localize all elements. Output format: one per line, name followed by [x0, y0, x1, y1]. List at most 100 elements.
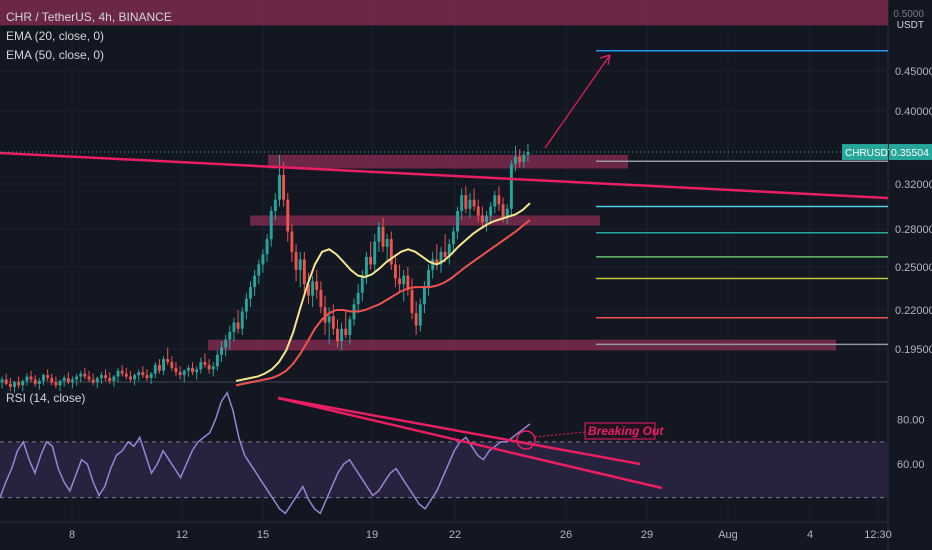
candle-body [464, 195, 468, 209]
candle-body [116, 370, 120, 377]
candle-body [79, 373, 83, 377]
candle-body [108, 378, 112, 381]
candle-body [456, 211, 459, 232]
time-tick-label: 15 [257, 529, 269, 541]
candle-body [33, 379, 37, 384]
symbol-title: CHR / TetherUS, 4h, BINANCE [6, 10, 172, 24]
candle-body [133, 375, 137, 380]
price-tick-label: 0.40000 [895, 106, 932, 118]
candle-body [518, 156, 522, 163]
candle-body [21, 380, 25, 386]
candle-body [124, 373, 128, 377]
candle-body [468, 199, 472, 209]
candle-body [385, 239, 389, 247]
candle-body [54, 382, 58, 386]
candle-body [402, 275, 406, 285]
price-badge-value: 0.35504 [891, 147, 929, 159]
rsi-band [0, 441, 888, 498]
candle-body [480, 215, 484, 223]
arrow-head-icon [599, 54, 611, 66]
candle-body [418, 304, 422, 326]
price-tick-label: 0.45000 [895, 66, 932, 78]
candle-body [261, 254, 265, 265]
candle-body [95, 378, 99, 383]
candle-body [406, 275, 410, 290]
candle-body [273, 199, 277, 211]
candle-body [157, 364, 161, 371]
candle-body [191, 367, 194, 373]
candle-body [253, 275, 257, 288]
candle-body [348, 319, 352, 335]
candle-body [207, 364, 211, 370]
candle-body [240, 311, 244, 329]
candle-body [427, 269, 431, 288]
candle-body [302, 259, 306, 285]
candle-body [0, 379, 4, 383]
candle-body [220, 347, 223, 355]
candle-body [87, 376, 91, 380]
candle-body [522, 154, 526, 163]
candle-body [460, 195, 464, 211]
candle-body [141, 372, 145, 376]
candle-body [269, 211, 273, 240]
candle-body [443, 251, 447, 257]
candle-body [17, 382, 21, 386]
candle-body [410, 289, 414, 314]
candle-body [232, 322, 236, 332]
candle-body [170, 362, 174, 368]
candle-body [149, 373, 153, 378]
candle-body [327, 316, 331, 323]
candle-body [307, 284, 310, 296]
candle-body [58, 380, 62, 386]
candle-body [398, 278, 402, 285]
candle-body [112, 376, 116, 381]
supply-zone [268, 154, 628, 169]
unit-top-tick: 0.5000 [893, 9, 924, 20]
time-tick-label: 26 [560, 529, 572, 541]
candle-body [120, 370, 124, 374]
candle-body [282, 174, 286, 200]
candle-body [257, 264, 261, 276]
candle-body [431, 259, 435, 270]
supply-zone [0, 0, 888, 26]
ema20-line [235, 202, 531, 382]
candle-body [91, 379, 95, 383]
rsi-tick-label: 80.00 [897, 415, 925, 427]
time-tick-label: 22 [449, 529, 461, 541]
candle-body [145, 375, 149, 378]
candle-body [323, 307, 327, 323]
candle-body [315, 281, 319, 290]
annotation-connector [534, 431, 586, 438]
candle-body [62, 378, 66, 381]
candle-body [414, 313, 418, 326]
candle-body [46, 375, 50, 378]
supply-zone [208, 339, 836, 351]
candle-body [13, 382, 16, 387]
rsi-trend-line-upper [277, 396, 641, 466]
candle-body [290, 231, 294, 252]
candle-body [8, 383, 12, 387]
candle-body [501, 204, 505, 218]
candle-body [509, 163, 513, 209]
candle-body [389, 239, 393, 265]
candle-body [75, 376, 79, 380]
candle-body [224, 339, 228, 348]
time-tick-label: 8 [69, 529, 75, 541]
candle-body [162, 359, 166, 371]
candle-body [66, 378, 70, 383]
candle-body [203, 362, 207, 365]
time-tick-label: 12 [176, 529, 188, 541]
candle-body [25, 376, 29, 381]
candle-body [331, 316, 335, 329]
annotation-label: Breaking Out [588, 424, 664, 438]
candle-body [526, 152, 530, 155]
candle-body [294, 251, 298, 270]
price-badge [889, 144, 932, 161]
candle-body [244, 298, 248, 312]
time-tick-label: 29 [641, 529, 653, 541]
candle-body [360, 275, 364, 293]
candle-body [153, 364, 157, 374]
candle-body [42, 375, 45, 381]
candle-body [485, 215, 488, 223]
